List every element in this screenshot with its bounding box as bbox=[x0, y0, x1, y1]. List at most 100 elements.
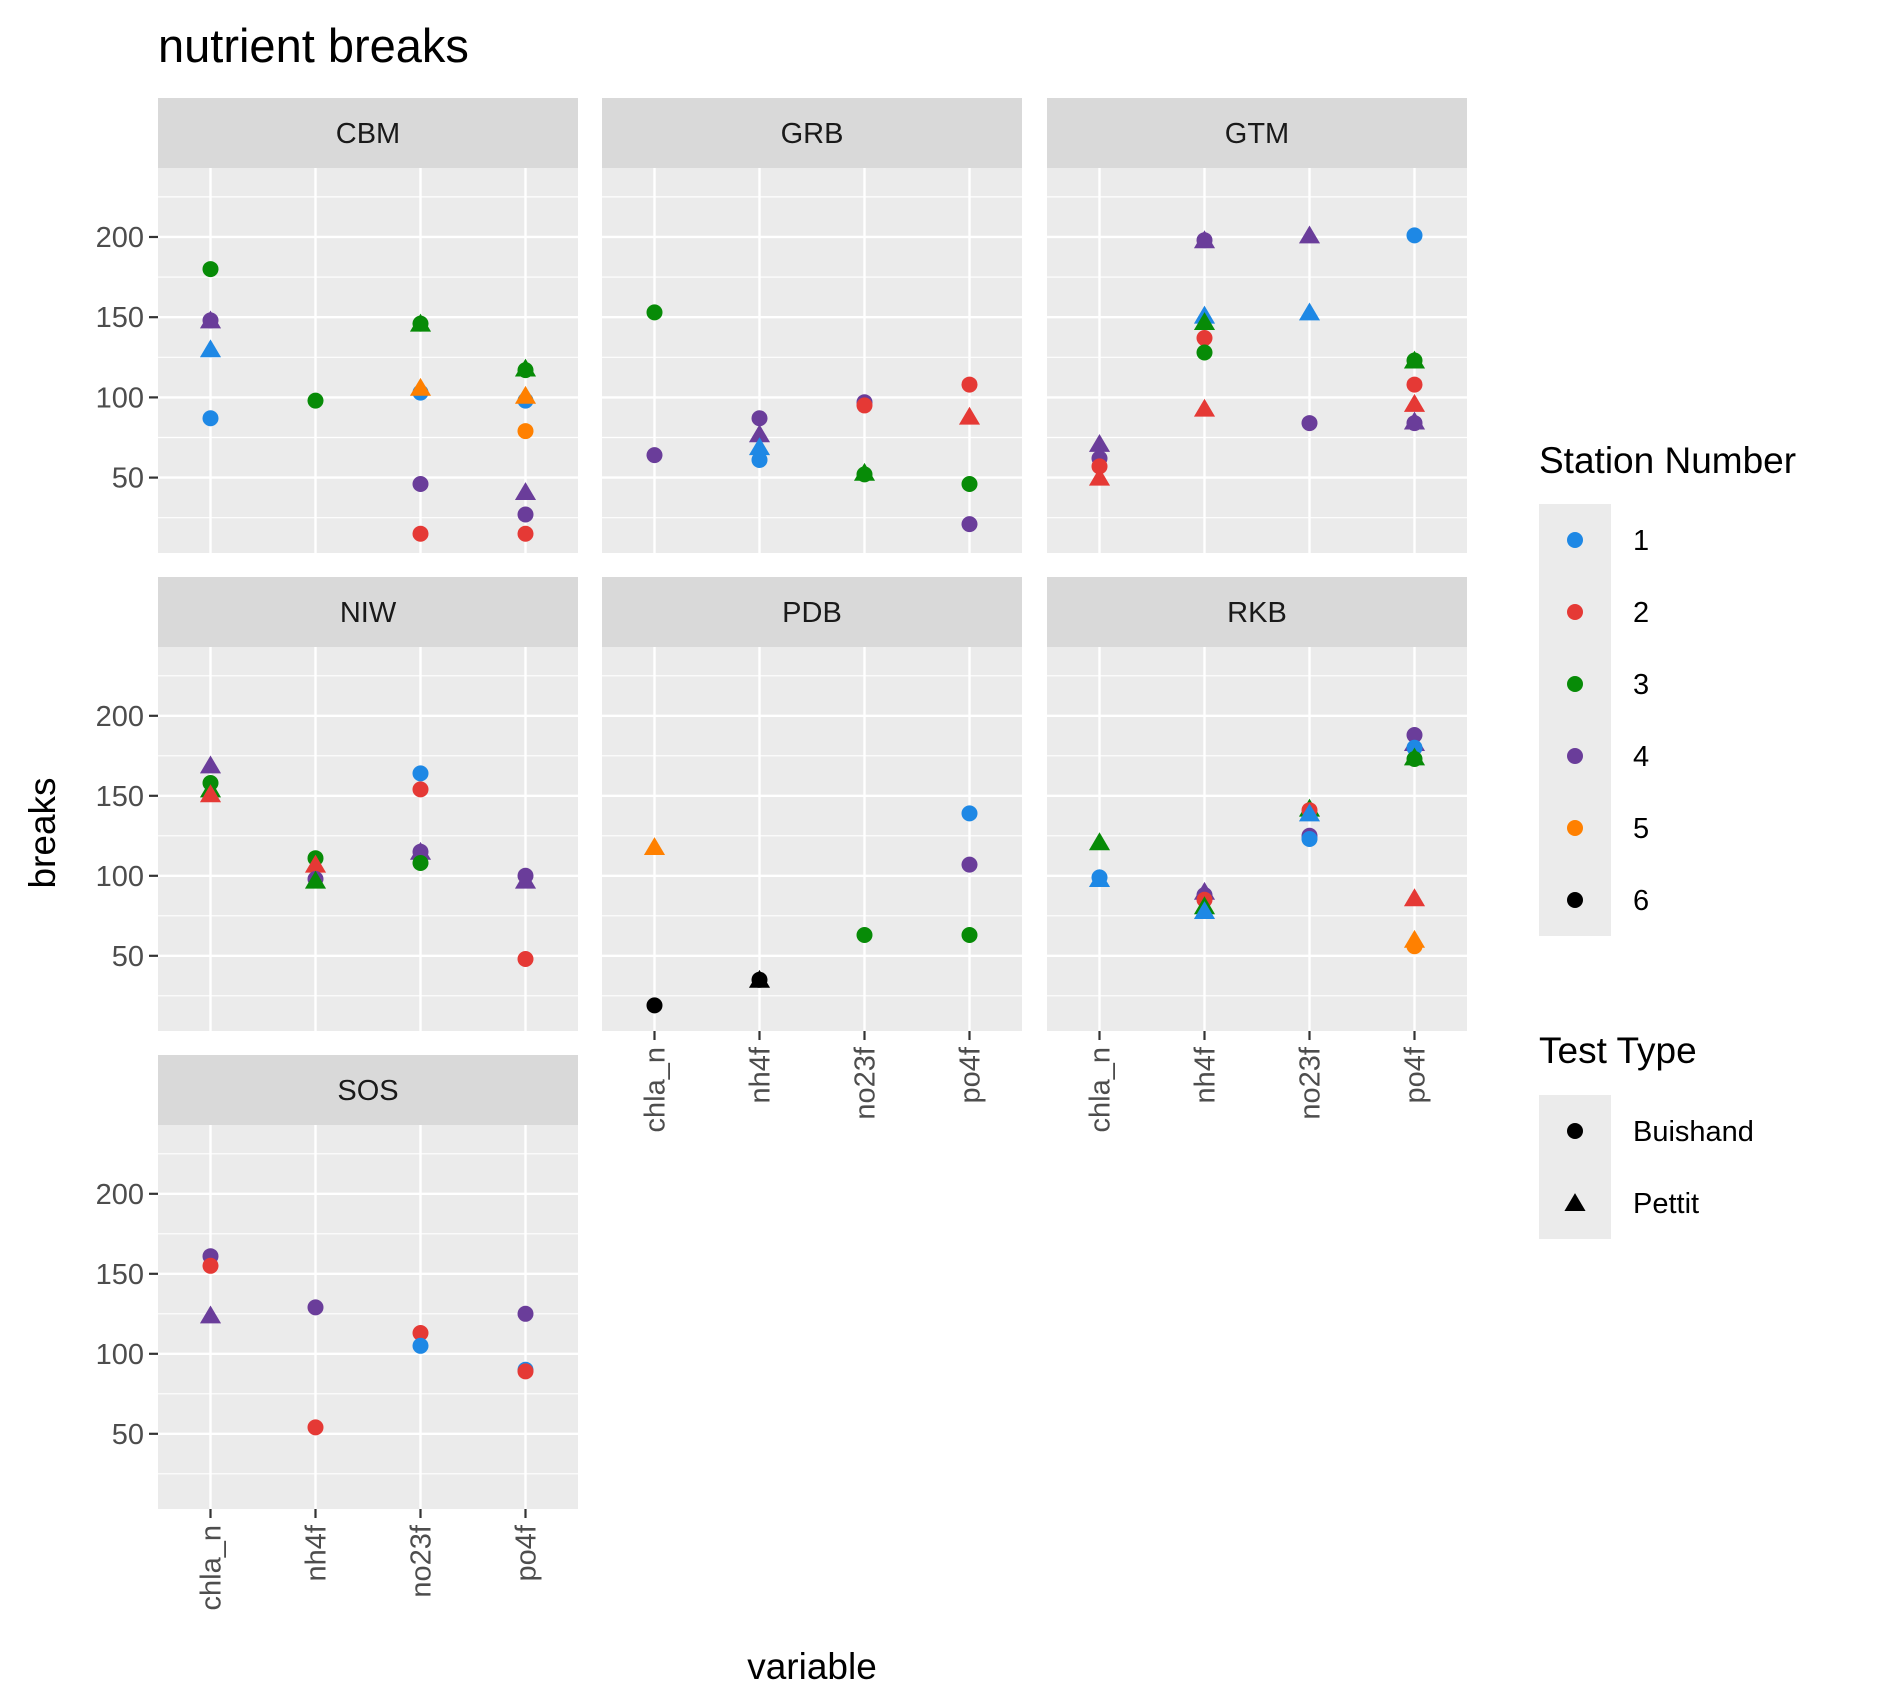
point-sos-no23f-station-2-buishand bbox=[412, 1325, 429, 1341]
legend-title-station: Station Number bbox=[1539, 440, 1796, 481]
legend-station-key-1 bbox=[1567, 532, 1583, 548]
y-tick-label: 200 bbox=[96, 701, 144, 733]
point-gtm-po4f-station-3-buishand bbox=[1406, 352, 1423, 369]
x-tick-label: no23f bbox=[406, 1524, 438, 1598]
point-sos-no23f-station-1-buishand bbox=[412, 1337, 429, 1354]
point-cbm-po4f-station-3-buishand bbox=[517, 362, 534, 379]
point-gtm-nh4f-station-3-buishand bbox=[1196, 344, 1213, 361]
facet-strip bbox=[602, 98, 1022, 168]
point-cbm-no23f-station-2-buishand bbox=[412, 525, 429, 542]
y-tick-label: 150 bbox=[96, 1259, 144, 1291]
point-grb-po4f-station-2-buishand bbox=[961, 376, 978, 393]
point-cbm-po4f-station-4-pettit bbox=[514, 482, 537, 501]
point-cbm-no23f-station-4-buishand bbox=[412, 476, 429, 493]
panel-background bbox=[602, 168, 1022, 553]
point-sos-chla-n-station-2-buishand bbox=[202, 1257, 219, 1274]
points bbox=[643, 805, 978, 1014]
point-grb-nh4f-station-1-buishand bbox=[751, 451, 768, 468]
point-pdb-no23f-station-3-buishand bbox=[856, 927, 873, 943]
panel-background bbox=[1047, 647, 1467, 1031]
point-grb-chla-n-station-4-buishand bbox=[646, 447, 663, 464]
point-niw-nh4f-station-3-pettit bbox=[304, 870, 327, 889]
legend-station-label-3: 3 bbox=[1633, 669, 1649, 701]
facet-panel-rkb: RKB chla_n nh4f no23f po4f bbox=[1047, 577, 1467, 1132]
point-gtm-no23f-station-4-buishand bbox=[1301, 415, 1318, 432]
facet-panel-niw: NIW 50 100 150 200 bbox=[96, 577, 578, 1031]
y-tick-label: 50 bbox=[112, 1419, 144, 1451]
x-tick-label: chla_n bbox=[1085, 1047, 1117, 1132]
point-sos-chla-n-station-4-pettit bbox=[199, 1305, 222, 1324]
point-cbm-chla-n-station-1-buishand bbox=[202, 410, 219, 427]
x-tick-label: po4f bbox=[511, 1524, 543, 1581]
point-gtm-nh4f-station-4-buishand bbox=[1196, 232, 1213, 249]
point-pdb-po4f-station-4-buishand bbox=[961, 856, 978, 873]
point-gtm-po4f-station-4-buishand bbox=[1406, 415, 1423, 432]
legend-station-label-4: 4 bbox=[1633, 741, 1649, 773]
point-gtm-chla-n-station-2-buishand bbox=[1091, 458, 1108, 475]
legend-station-label-2: 2 bbox=[1633, 597, 1649, 629]
point-gtm-chla-n-station-4-pettit bbox=[1088, 433, 1111, 452]
point-rkb-chla-n-station-1-pettit bbox=[1088, 869, 1111, 887]
point-niw-chla-n-station-4-pettit bbox=[199, 755, 222, 774]
x-axis-title: variable bbox=[747, 1646, 877, 1687]
y-axis-title: breaks bbox=[22, 777, 63, 888]
y-tick-label: 100 bbox=[96, 382, 144, 414]
point-cbm-po4f-station-5-pettit bbox=[514, 385, 537, 404]
legend-station-label-1: 1 bbox=[1633, 525, 1649, 557]
facet-panel-sos: SOS 50 100 150 200 chla_n nh4f no23f po4f bbox=[96, 1055, 578, 1610]
point-grb-no23f-station-2-buishand bbox=[856, 397, 873, 414]
facet-strip-label: PDB bbox=[782, 597, 842, 629]
y-tick-label: 100 bbox=[96, 861, 144, 893]
point-grb-po4f-station-2-pettit bbox=[958, 406, 981, 425]
legend-test-entries: Buishand Pettit bbox=[1564, 1116, 1754, 1220]
facet-strip-label: SOS bbox=[337, 1075, 398, 1107]
panel-background bbox=[158, 168, 578, 553]
x-tick-label: no23f bbox=[850, 1046, 882, 1120]
y-tick-label: 200 bbox=[96, 1179, 144, 1211]
point-cbm-po4f-station-2-buishand bbox=[517, 525, 534, 542]
legend-station-keys-bg bbox=[1539, 504, 1611, 936]
x-tick-label: po4f bbox=[955, 1046, 987, 1103]
legend-station-key-4 bbox=[1567, 748, 1583, 764]
point-sos-po4f-station-2-buishand bbox=[517, 1363, 534, 1380]
points bbox=[199, 1248, 534, 1436]
facet-strip bbox=[1047, 98, 1467, 168]
facet-panel-cbm: CBM 50 100 150 200 bbox=[96, 98, 578, 553]
point-gtm-no23f-station-1-pettit bbox=[1298, 302, 1321, 321]
points bbox=[199, 755, 537, 967]
panel-background bbox=[602, 647, 1022, 1031]
legend-test-key-pettit bbox=[1564, 1193, 1586, 1211]
facet-panel-pdb: PDB chla_n nh4f no23f po4f bbox=[602, 577, 1022, 1132]
point-cbm-po4f-station-4-buishand bbox=[517, 506, 534, 523]
point-rkb-po4f-station-3-buishand bbox=[1406, 751, 1423, 767]
point-cbm-no23f-station-5-pettit bbox=[409, 377, 432, 396]
point-niw-no23f-station-4-buishand bbox=[412, 843, 429, 860]
panel-background bbox=[1047, 168, 1467, 553]
legend-station-label-6: 6 bbox=[1633, 885, 1649, 917]
facet-strip-label: CBM bbox=[336, 118, 400, 150]
facet-strip bbox=[602, 577, 1022, 647]
panel-background bbox=[158, 1125, 578, 1509]
point-niw-no23f-station-2-buishand bbox=[412, 781, 429, 798]
point-gtm-no23f-station-4-pettit bbox=[1298, 225, 1321, 244]
point-cbm-nh4f-station-3-buishand bbox=[307, 392, 324, 409]
legend-station-label-5: 5 bbox=[1633, 813, 1649, 845]
point-gtm-chla-n-station-2-pettit bbox=[1088, 467, 1111, 486]
point-rkb-po4f-station-5-buishand bbox=[1406, 938, 1423, 955]
points bbox=[1088, 225, 1426, 486]
point-rkb-nh4f-station-1-pettit bbox=[1193, 901, 1216, 919]
point-niw-po4f-station-2-buishand bbox=[517, 951, 534, 967]
facet-panel-grb: GRB bbox=[602, 98, 1022, 553]
point-pdb-chla-n-station-6-buishand bbox=[646, 997, 663, 1014]
facet-panel-gtm: GTM bbox=[1047, 98, 1467, 553]
point-cbm-chla-n-station-4-buishand bbox=[202, 312, 219, 329]
y-tick-label: 100 bbox=[96, 1339, 144, 1371]
point-niw-no23f-station-1-buishand bbox=[412, 765, 429, 782]
point-grb-nh4f-station-4-pettit bbox=[748, 424, 771, 443]
legend-station-key-3 bbox=[1567, 676, 1583, 692]
point-niw-chla-n-station-2-pettit bbox=[199, 784, 222, 803]
point-gtm-nh4f-station-3-pettit bbox=[1193, 312, 1216, 330]
point-sos-nh4f-station-2-buishand bbox=[307, 1419, 324, 1436]
legend-station-key-6 bbox=[1567, 892, 1583, 908]
